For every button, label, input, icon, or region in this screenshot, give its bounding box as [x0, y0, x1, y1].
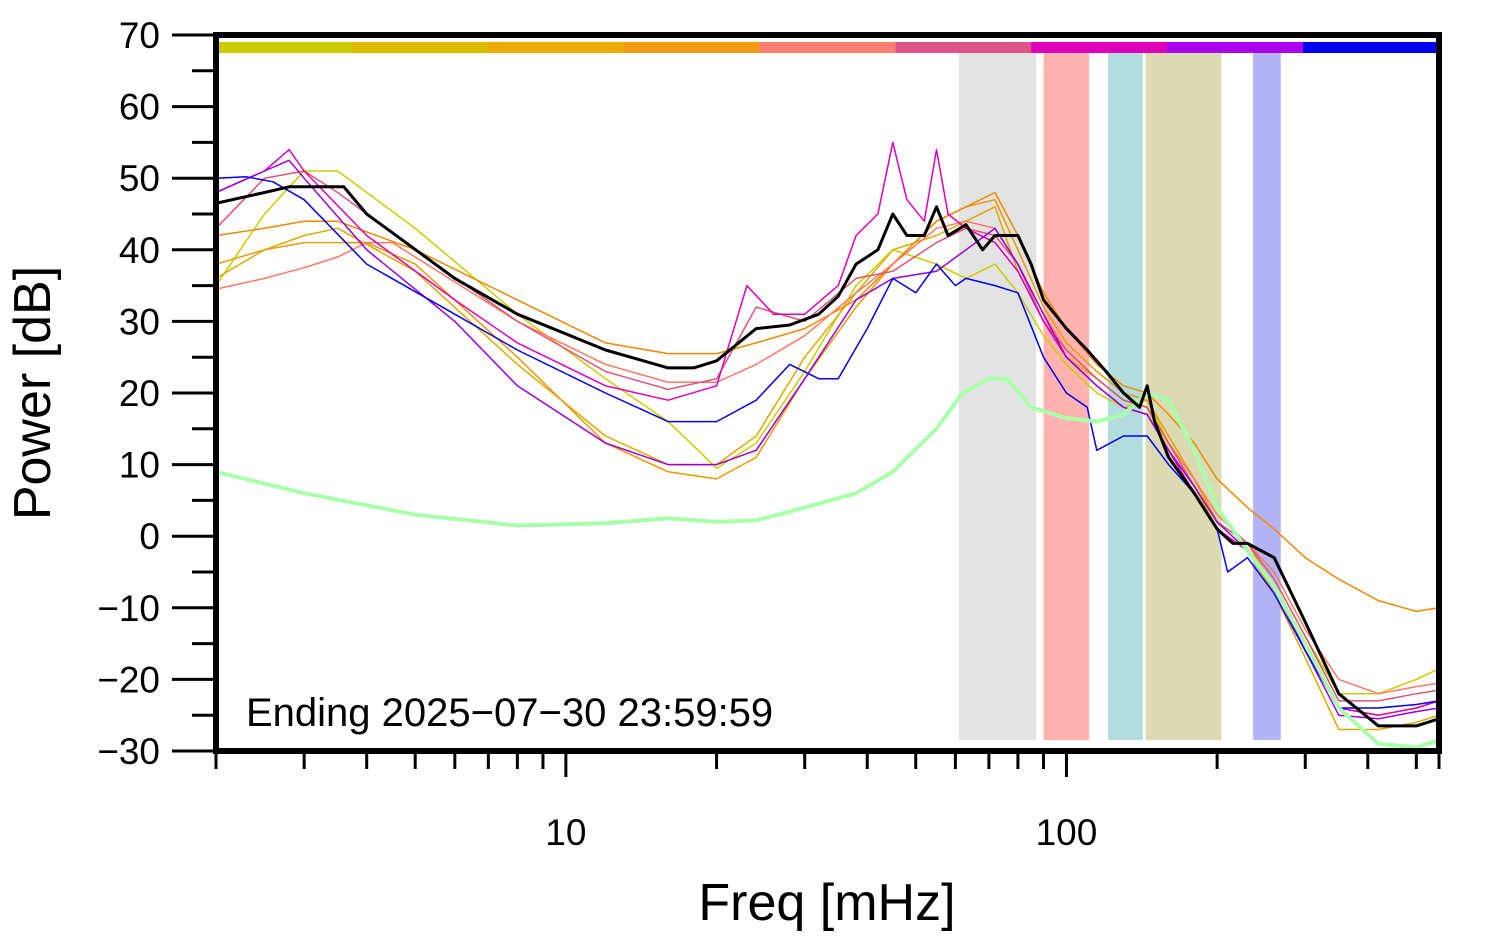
x-tick-label: 100	[1036, 812, 1098, 853]
top-color-bar	[216, 42, 1440, 53]
series-line-10	[216, 185, 1439, 728]
series-line-8	[216, 176, 1439, 709]
y-tick-label: −20	[97, 659, 160, 700]
series-line-3	[216, 191, 1439, 613]
y-tick-label: 30	[119, 301, 160, 342]
series-line-5	[216, 170, 1439, 702]
plot-frame	[213, 32, 1442, 754]
series-line-4	[216, 220, 1439, 695]
y-tick-label: −30	[97, 731, 160, 772]
y-tick-label: 0	[139, 516, 160, 557]
band-0	[958, 52, 1037, 740]
color-bar-segment-7	[1167, 42, 1304, 53]
y-axis-title: Power [dB]	[4, 266, 62, 520]
band-1	[1043, 52, 1090, 740]
x-tick-label: 10	[545, 812, 586, 853]
y-tick-label: 20	[119, 373, 160, 414]
ending-annotation: Ending 2025−07−30 23:59:59	[246, 691, 773, 735]
color-bar-segment-3	[623, 42, 761, 53]
y-axis: −30 −20 −10 0 10 20 30 40 50 60 70	[97, 15, 216, 772]
color-bar-segment-4	[759, 42, 896, 53]
series-line-9	[216, 376, 1439, 750]
color-bar-segment-1	[351, 42, 489, 53]
color-bar-segment-8	[1303, 42, 1440, 53]
y-tick-label: 70	[119, 15, 160, 56]
y-tick-label: 50	[119, 158, 160, 199]
series-lines	[216, 141, 1439, 750]
y-tick-label: 10	[119, 445, 160, 486]
y-tick-label: 40	[119, 230, 160, 271]
x-axis: 10 100	[214, 751, 1441, 853]
y-tick-label: −10	[97, 588, 160, 629]
color-bar-segment-0	[216, 42, 353, 53]
band-4	[1253, 52, 1281, 740]
x-axis-title: Freq [mHz]	[698, 874, 955, 932]
color-bar-segment-2	[487, 42, 625, 53]
frequency-bands	[958, 52, 1281, 740]
color-bar-segment-5	[895, 42, 1032, 53]
y-tick-label: 60	[119, 87, 160, 128]
plot-area	[216, 42, 1440, 750]
color-bar-segment-6	[1031, 42, 1168, 53]
